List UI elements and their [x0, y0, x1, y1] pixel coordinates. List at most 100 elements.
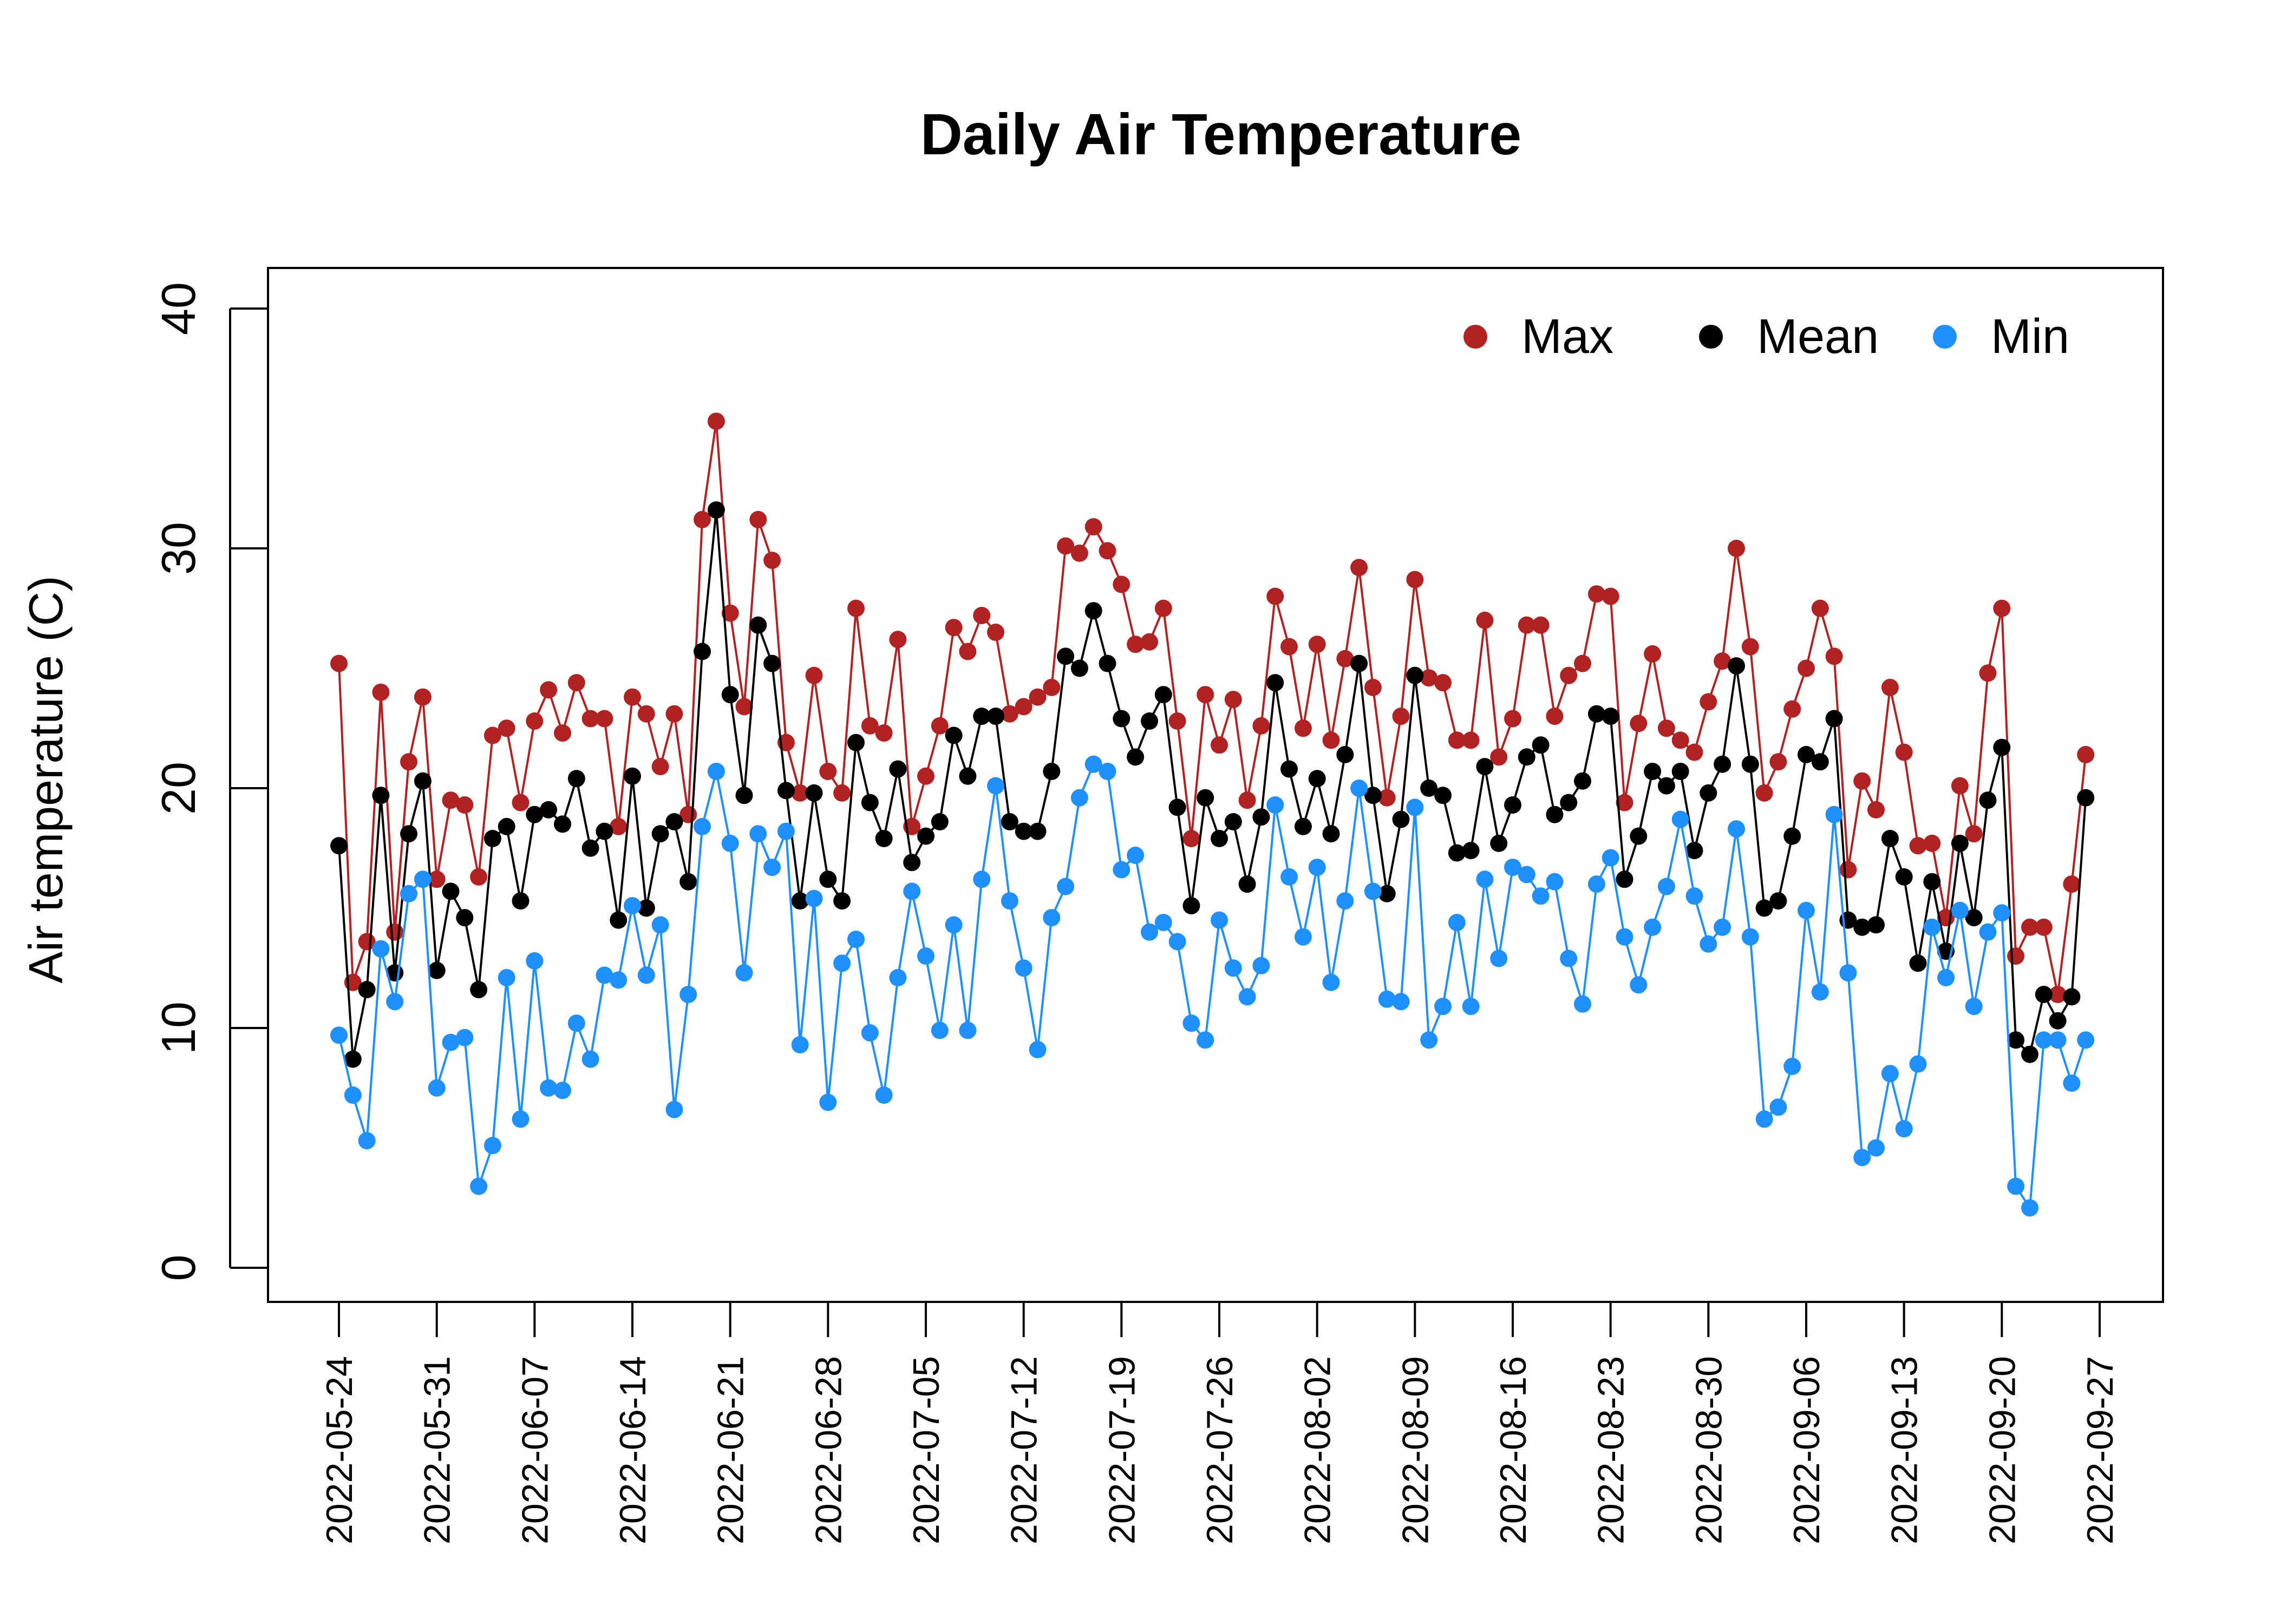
data-point-min [1364, 882, 1382, 900]
data-point-min [1322, 973, 1340, 991]
data-point-max [526, 712, 544, 730]
data-point-min [414, 870, 432, 888]
data-point-min [2021, 1199, 2038, 1217]
data-point-max [470, 868, 488, 886]
data-point-mean [498, 817, 515, 835]
data-point-mean [861, 794, 879, 811]
data-point-mean [973, 708, 991, 725]
data-point-mean [1336, 746, 1354, 763]
data-point-max [1127, 636, 1145, 653]
data-point-min [903, 882, 921, 900]
data-point-min [1378, 990, 1396, 1008]
data-point-max [651, 758, 669, 776]
data-point-mean [1546, 806, 1564, 823]
data-point-max [330, 654, 348, 672]
data-point-min [1798, 901, 1815, 919]
data-point-mean [526, 806, 544, 823]
data-point-min [1825, 806, 1843, 823]
data-point-mean [1895, 868, 1913, 886]
data-point-mean [665, 813, 683, 830]
data-point-max [1602, 587, 1619, 605]
data-point-max [1923, 834, 1941, 852]
data-point-min [1574, 995, 1591, 1013]
data-point-mean [1113, 710, 1131, 728]
data-point-mean [1308, 770, 1326, 788]
data-point-min [987, 777, 1004, 795]
data-point-mean [1378, 885, 1396, 902]
data-point-mean [1574, 772, 1591, 790]
data-point-mean [1951, 834, 1969, 852]
data-point-max [1714, 652, 1731, 670]
data-point-max [2007, 947, 2025, 965]
x-tick-label: 2022-06-14 [612, 1356, 654, 1544]
data-point-mean [777, 782, 795, 800]
data-point-min [1434, 998, 1452, 1016]
data-point-mean [889, 760, 907, 778]
data-point-min [679, 986, 697, 1003]
data-point-min [1127, 847, 1145, 864]
data-point-min [1504, 859, 1521, 876]
data-point-min [386, 993, 404, 1011]
data-point-max [1825, 647, 1843, 665]
x-tick-label: 2022-06-21 [710, 1356, 752, 1544]
x-tick-label: 2022-07-19 [1101, 1356, 1142, 1544]
data-point-min [1602, 849, 1619, 867]
data-point-min [1350, 780, 1368, 797]
data-point-min [959, 1021, 977, 1039]
data-point-min [498, 969, 515, 986]
data-point-min [1741, 928, 1759, 946]
data-point-max [1909, 837, 1927, 855]
data-point-mean [1741, 755, 1759, 773]
data-point-max [2035, 918, 2053, 936]
data-point-mean [1197, 789, 1214, 807]
data-point-mean [624, 767, 641, 785]
data-point-max [945, 619, 963, 637]
data-point-mean [1923, 873, 1941, 890]
data-point-max [917, 767, 935, 785]
data-point-mean [2021, 1045, 2038, 1063]
x-tick-label: 2022-08-02 [1297, 1356, 1338, 1544]
data-point-mean [749, 616, 767, 634]
data-point-max [386, 923, 404, 941]
data-point-max [2063, 875, 2081, 893]
data-point-max [637, 705, 655, 723]
data-point-mean [1280, 760, 1298, 778]
data-point-mean [1587, 705, 1605, 723]
data-point-min [1490, 949, 1508, 967]
data-point-mean [2007, 1031, 2025, 1049]
data-point-max [1769, 753, 1787, 771]
data-point-mean [1783, 827, 1801, 845]
data-point-min [819, 1093, 837, 1111]
data-point-min [1238, 988, 1256, 1006]
data-point-mean [1798, 746, 1815, 763]
x-tick-label: 2022-08-16 [1493, 1356, 1534, 1544]
data-point-min [2063, 1074, 2081, 1092]
data-point-mean [959, 767, 977, 785]
data-point-mean [483, 830, 501, 847]
data-point-min [917, 947, 935, 965]
data-point-max [400, 753, 417, 771]
data-point-min [889, 969, 907, 986]
data-point-max [624, 688, 641, 706]
data-point-min [1070, 789, 1088, 807]
data-point-mean [945, 726, 963, 744]
data-point-max [1168, 712, 1186, 730]
data-point-min [1308, 859, 1326, 876]
data-point-min [1336, 892, 1354, 910]
data-point-mean [987, 708, 1004, 725]
data-point-max [694, 510, 711, 528]
data-point-max [1462, 731, 1480, 749]
data-point-mean [1001, 813, 1018, 830]
data-point-min [483, 1137, 501, 1155]
data-point-max [2049, 986, 2067, 1003]
data-point-min [1392, 993, 1410, 1011]
data-point-mean [1867, 916, 1885, 934]
y-tick-label: 0 [152, 1255, 205, 1281]
data-point-mean [1993, 738, 2011, 756]
data-point-mean [1099, 654, 1116, 672]
legend-marker-max [1463, 325, 1487, 349]
data-point-mean [1769, 892, 1787, 910]
data-point-min [791, 1036, 809, 1053]
data-point-min [651, 916, 669, 934]
